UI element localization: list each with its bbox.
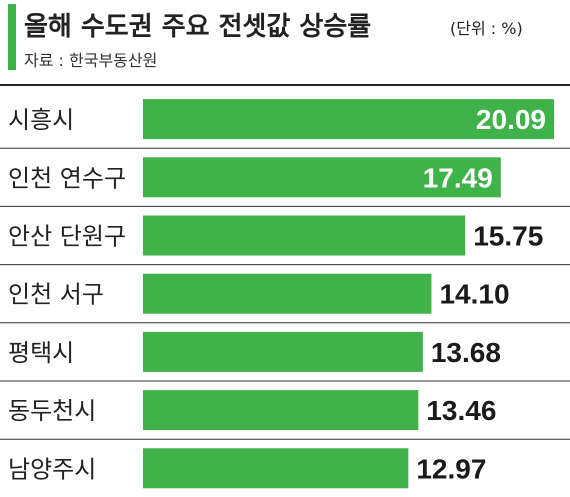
bar <box>143 448 409 489</box>
chart-source: 자료 : 한국부동산원 <box>24 51 158 70</box>
bar <box>143 331 423 372</box>
bar <box>143 215 466 256</box>
value-label: 13.46 <box>426 395 496 426</box>
bar <box>143 273 432 314</box>
category-label: 시흥시 <box>8 106 74 134</box>
header-divider <box>0 84 570 86</box>
value-label: 13.68 <box>431 337 501 368</box>
value-label: 20.09 <box>476 104 546 135</box>
bar <box>143 157 501 198</box>
category-label: 동두천시 <box>8 397 96 425</box>
value-label: 12.97 <box>416 453 486 484</box>
category-label: 평택시 <box>8 339 74 367</box>
chart-header: 올해 수도권 주요 전셋값 상승률 (단위 : %) 자료 : 한국부동산원 <box>0 0 570 86</box>
chart-title: 올해 수도권 주요 전셋값 상승률 <box>24 12 372 42</box>
value-label: 17.49 <box>423 162 493 193</box>
category-label: 인천 서구 <box>8 281 104 309</box>
title-accent-bar <box>8 4 16 70</box>
value-label: 14.10 <box>439 279 509 310</box>
category-label: 안산 단원구 <box>8 223 126 251</box>
chart-unit: (단위 : %) <box>450 19 523 38</box>
bar <box>143 99 554 140</box>
category-label: 인천 연수구 <box>8 164 126 192</box>
bar <box>143 390 419 431</box>
category-label: 남양주시 <box>8 455 96 483</box>
value-label: 15.75 <box>473 221 543 252</box>
